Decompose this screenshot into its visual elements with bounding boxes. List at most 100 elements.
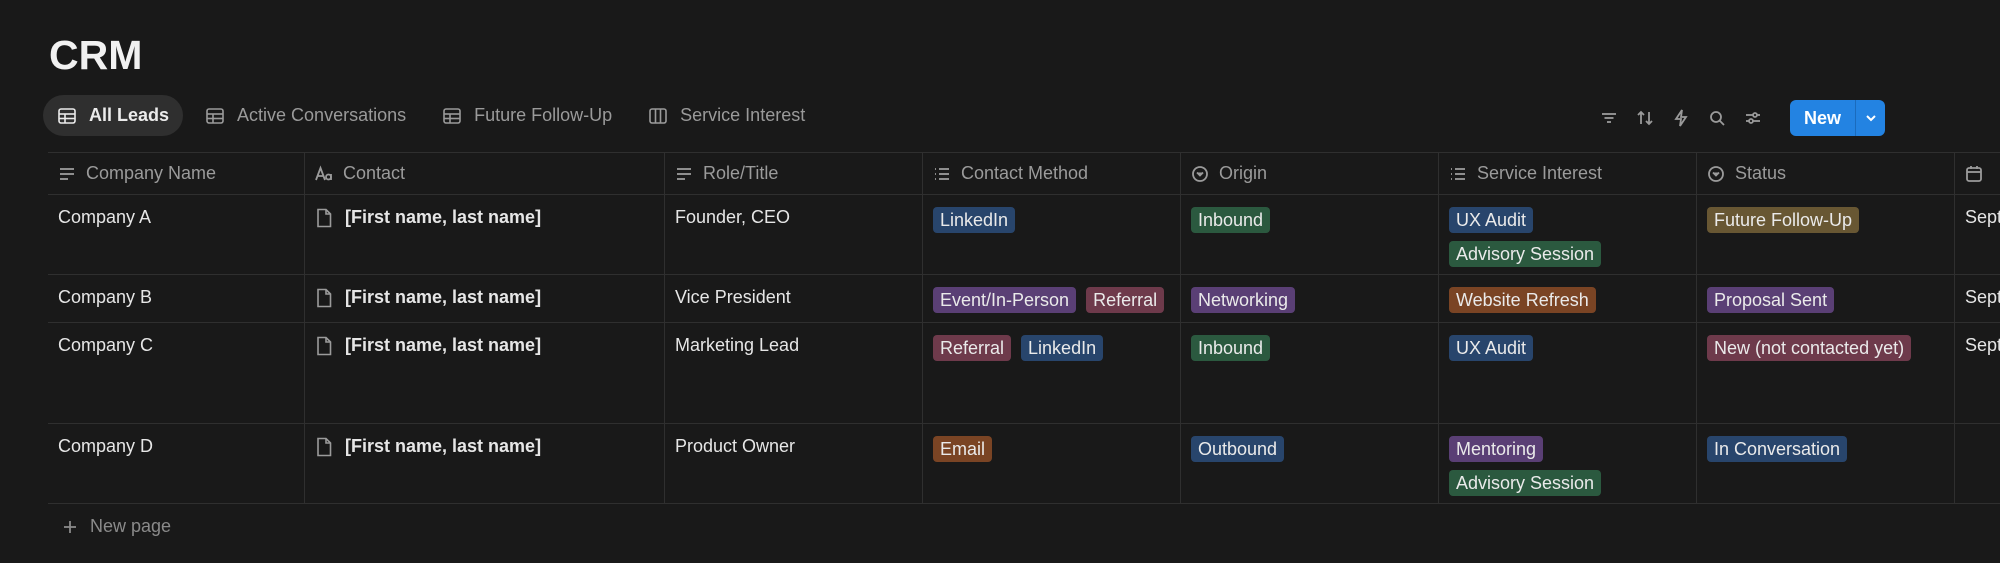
new-dropdown-button[interactable] (1855, 100, 1885, 136)
contact-link[interactable]: [First name, last name] (315, 207, 541, 228)
service-interest-tag: UX Audit (1449, 207, 1534, 233)
page-icon (317, 336, 332, 355)
service-interest-cell[interactable]: Website Refresh (1439, 275, 1697, 322)
chevron-down-icon (1865, 115, 1876, 122)
role-title: Marketing Lead (675, 335, 800, 355)
page-icon (317, 437, 332, 456)
filter-icon[interactable] (1598, 107, 1620, 129)
company-name: Company A (58, 207, 152, 227)
board-icon (649, 107, 667, 124)
service-interest-cell[interactable]: Mentoring Advisory Session (1439, 424, 1697, 503)
page-title: CRM (49, 32, 143, 78)
date-cell[interactable]: Sept (1955, 275, 2000, 322)
column-header-contact-method[interactable]: Contact Method (923, 153, 1181, 194)
status-icon (1708, 165, 1724, 182)
role-title-cell[interactable]: Founder, CEO (665, 195, 923, 274)
contact-name: [First name, last name] (345, 335, 542, 355)
text-lines-icon (60, 167, 74, 180)
company-name-cell[interactable]: Company A (48, 195, 305, 274)
role-title: Founder, CEO (675, 207, 791, 227)
status-cell[interactable]: New (not contacted yet) (1697, 323, 1955, 423)
company-name-cell[interactable]: Company C (48, 323, 305, 423)
contact-cell[interactable]: [First name, last name] (305, 275, 665, 322)
column-header-service-interest[interactable]: Service Interest (1439, 153, 1697, 194)
contact-method-cell[interactable]: Event/In-Person Referral (923, 275, 1181, 322)
service-interest-tag: Mentoring (1449, 436, 1544, 462)
contact-method-cell[interactable]: Email (923, 424, 1181, 503)
contact-method-tag: Referral (1086, 287, 1165, 313)
company-name: Company C (58, 335, 154, 355)
column-header-status[interactable]: Status (1697, 153, 1955, 194)
contact-link[interactable]: [First name, last name] (315, 436, 541, 457)
origin-cell[interactable]: Inbound (1181, 195, 1439, 274)
page-icon (317, 288, 332, 307)
service-interest-cell[interactable]: UX Audit (1439, 323, 1697, 423)
contact-link[interactable]: [First name, last name] (315, 287, 541, 308)
table-icon (206, 107, 224, 124)
status-cell[interactable]: Future Follow-Up (1697, 195, 1955, 274)
tab-future-follow-up[interactable]: Future Follow-Up (428, 95, 626, 136)
contact-name: [First name, last name] (345, 287, 542, 307)
title-aa-icon (315, 164, 332, 180)
role-title: Product Owner (675, 436, 796, 456)
table-row[interactable]: Company D [First name, last name] Product … (48, 424, 2000, 504)
plus-icon (64, 520, 76, 533)
date-value: Sept (1965, 287, 2000, 307)
table-body: Company A [First name, last name] Founder,… (48, 195, 2000, 504)
date-cell[interactable]: Sept (1955, 195, 2000, 274)
view-tabs: All Leads Active Conversations Future Fo… (43, 95, 819, 136)
service-interest-tag: Website Refresh (1449, 287, 1596, 313)
origin-cell[interactable]: Outbound (1181, 424, 1439, 503)
role-title-cell[interactable]: Vice President (665, 275, 923, 322)
table-row[interactable]: Company C [First name, last name] Marketin… (48, 323, 2000, 424)
new-button[interactable]: New (1789, 100, 1855, 136)
lightning-icon[interactable] (1670, 107, 1692, 129)
table-row[interactable]: Company A [First name, last name] Founder,… (48, 195, 2000, 275)
company-name-cell[interactable]: Company B (48, 275, 305, 322)
contact-method-cell[interactable]: LinkedIn (923, 195, 1181, 274)
column-header-origin[interactable]: Origin (1181, 153, 1439, 194)
contact-cell[interactable]: [First name, last name] (305, 424, 665, 503)
contact-method-tag: LinkedIn (933, 207, 1016, 233)
calendar-icon (1966, 165, 1982, 182)
company-name-cell[interactable]: Company D (48, 424, 305, 503)
toolbar: New (1598, 100, 1885, 136)
column-header-company-name[interactable]: Company Name (48, 153, 305, 194)
column-header-role-title[interactable]: Role/Title (665, 153, 923, 194)
origin-cell[interactable]: Inbound (1181, 323, 1439, 423)
tab-all-leads[interactable]: All Leads (43, 95, 184, 136)
tab-active-conversations[interactable]: Active Conversations (191, 95, 420, 136)
settings-sliders-icon[interactable] (1742, 107, 1764, 129)
status-cell[interactable]: In Conversation (1697, 424, 1955, 503)
column-header-contact[interactable]: Contact (305, 153, 665, 194)
contact-method-tag: Referral (933, 335, 1012, 361)
contact-link[interactable]: [First name, last name] (315, 335, 541, 356)
date-cell[interactable] (1955, 424, 2000, 503)
status-tag: New (not contacted yet) (1707, 335, 1912, 361)
service-interest-cell[interactable]: UX Audit Advisory Session (1439, 195, 1697, 274)
select-icon (1192, 165, 1208, 182)
role-title-cell[interactable]: Product Owner (665, 424, 923, 503)
new-button-group: New (1789, 100, 1885, 136)
sort-icon[interactable] (1634, 107, 1656, 129)
contact-method-tag: LinkedIn (1021, 335, 1104, 361)
table-row[interactable]: Company B [First name, last name] Vice Pre… (48, 275, 2000, 323)
service-interest-tag: Advisory Session (1449, 470, 1602, 496)
service-interest-tag: Advisory Session (1449, 241, 1602, 267)
origin-cell[interactable]: Networking (1181, 275, 1439, 322)
tab-service-interest[interactable]: Service Interest (634, 95, 819, 136)
new-page-button[interactable]: New page (62, 516, 171, 537)
origin-tag: Outbound (1191, 436, 1285, 462)
date-cell[interactable]: Sept (1955, 323, 2000, 423)
contact-name: [First name, last name] (345, 436, 542, 456)
service-interest-tag: UX Audit (1449, 335, 1534, 361)
text-lines-icon (677, 167, 691, 180)
column-header-date[interactable] (1955, 153, 2000, 194)
contact-cell[interactable]: [First name, last name] (305, 323, 665, 423)
status-cell[interactable]: Proposal Sent (1697, 275, 1955, 322)
role-title-cell[interactable]: Marketing Lead (665, 323, 923, 423)
contact-method-cell[interactable]: Referral LinkedIn (923, 323, 1181, 423)
status-tag: Proposal Sent (1707, 287, 1835, 313)
contact-cell[interactable]: [First name, last name] (305, 195, 665, 274)
search-icon[interactable] (1706, 107, 1728, 129)
